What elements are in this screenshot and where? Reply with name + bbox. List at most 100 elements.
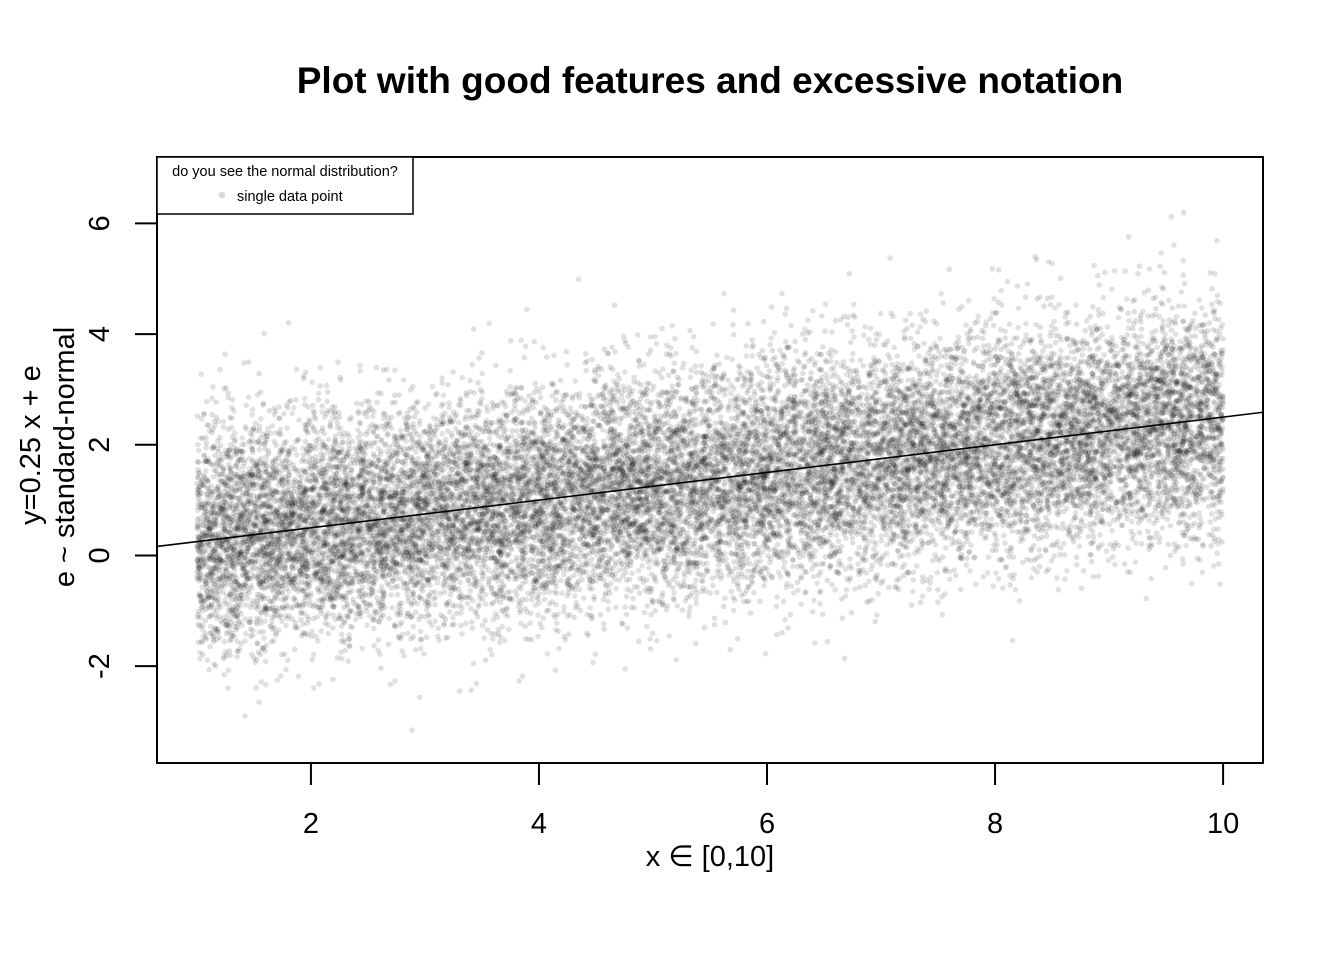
data-point	[1205, 397, 1211, 403]
data-point	[501, 520, 508, 527]
data-point	[1192, 385, 1198, 392]
data-point	[217, 366, 223, 373]
data-point	[1189, 409, 1196, 415]
data-point	[1148, 405, 1154, 412]
data-point	[879, 443, 886, 450]
data-point	[940, 414, 946, 420]
data-point	[394, 591, 401, 598]
data-point	[467, 581, 474, 588]
data-point	[744, 448, 750, 455]
data-point	[584, 465, 591, 471]
data-point	[798, 573, 805, 580]
data-point	[589, 528, 596, 535]
data-point	[809, 456, 816, 462]
data-point	[803, 545, 809, 551]
data-point	[589, 574, 596, 581]
data-point	[759, 513, 765, 519]
data-point	[1146, 535, 1153, 541]
data-point	[1148, 410, 1155, 417]
data-point	[644, 603, 650, 609]
data-point	[601, 346, 608, 353]
data-point	[648, 492, 654, 498]
data-point	[1050, 395, 1057, 402]
data-point	[552, 524, 559, 530]
data-point	[773, 603, 780, 610]
data-point	[730, 321, 736, 328]
data-point	[598, 533, 604, 539]
data-point	[662, 488, 669, 494]
data-point	[763, 424, 770, 431]
data-point	[743, 353, 750, 359]
data-point	[326, 519, 332, 526]
data-point	[1084, 453, 1091, 460]
data-point	[1147, 417, 1154, 424]
data-point	[482, 617, 489, 624]
data-point	[758, 457, 764, 463]
data-point	[1135, 449, 1142, 455]
data-point	[790, 563, 796, 570]
data-point	[1218, 430, 1225, 436]
data-point	[1132, 364, 1139, 371]
data-point	[897, 553, 903, 560]
data-point	[872, 618, 879, 625]
data-point	[922, 508, 929, 514]
data-point	[1002, 540, 1008, 546]
data-point	[733, 526, 739, 532]
data-point	[1169, 305, 1176, 311]
data-point	[905, 474, 911, 481]
data-point	[335, 465, 342, 471]
data-point	[1082, 477, 1088, 483]
data-point	[481, 635, 488, 641]
data-point	[743, 343, 749, 349]
data-point	[221, 638, 228, 645]
data-point	[1076, 477, 1083, 484]
data-point	[724, 532, 730, 538]
data-point	[1071, 356, 1078, 362]
data-point	[446, 609, 453, 615]
data-point	[499, 623, 506, 630]
data-point	[805, 399, 812, 406]
data-point	[955, 396, 962, 402]
data-point	[928, 397, 935, 404]
data-point	[866, 494, 873, 501]
data-point	[961, 347, 968, 354]
data-point	[772, 499, 778, 506]
data-point	[632, 524, 639, 530]
data-point	[732, 402, 738, 409]
data-point	[295, 501, 302, 507]
data-point	[544, 488, 551, 495]
data-point	[1168, 214, 1175, 220]
data-point	[409, 482, 415, 489]
data-point	[614, 517, 621, 523]
data-point	[1124, 296, 1130, 302]
data-point	[1211, 538, 1218, 545]
data-point	[528, 477, 534, 484]
data-point	[475, 475, 482, 482]
data-point	[535, 561, 542, 567]
data-point	[766, 368, 773, 374]
data-point	[630, 595, 636, 602]
data-point	[716, 486, 722, 493]
data-point	[515, 450, 521, 456]
data-point	[995, 576, 1002, 582]
data-point	[1033, 477, 1040, 484]
data-point	[774, 631, 780, 638]
data-point	[948, 365, 954, 371]
data-point	[538, 582, 545, 589]
data-point	[1162, 369, 1168, 375]
data-point	[1105, 416, 1111, 422]
data-point	[1029, 421, 1035, 428]
data-point	[851, 301, 857, 308]
data-point	[244, 490, 251, 497]
data-point	[1009, 482, 1016, 488]
data-point	[662, 458, 669, 465]
data-point	[543, 487, 549, 493]
data-point	[1057, 545, 1064, 551]
data-point	[382, 468, 389, 475]
data-point	[561, 437, 568, 444]
data-point	[631, 374, 637, 381]
data-point	[482, 657, 489, 663]
data-point	[539, 473, 545, 480]
data-point	[848, 444, 855, 450]
data-point	[979, 436, 985, 443]
